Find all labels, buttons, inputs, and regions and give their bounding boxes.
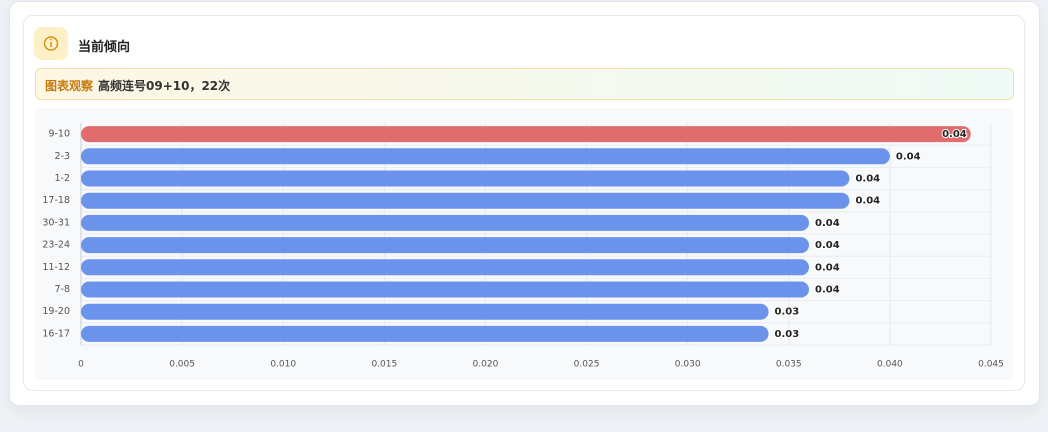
value-label: 0.03 [775, 307, 800, 318]
y-tick-label: 9-10 [48, 129, 70, 140]
y-tick-label: 2-3 [54, 151, 70, 162]
x-tick-label: 0.035 [776, 360, 802, 370]
observation-label: 图表观察 [45, 79, 94, 93]
bar [81, 170, 850, 187]
x-tick-label: 0 [78, 360, 84, 370]
title: 当前倾向 [78, 40, 131, 55]
x-tick-label: 0.025 [574, 360, 600, 370]
bar [81, 148, 890, 165]
y-tick-label: 11-12 [42, 262, 70, 273]
bar [81, 281, 809, 298]
y-tick-label: 23-24 [42, 240, 70, 251]
y-tick-label: 30-31 [42, 217, 70, 228]
value-label: 0.04 [815, 262, 840, 273]
bar [81, 259, 809, 276]
y-tick-label: 16-17 [42, 328, 70, 339]
value-label: 0.04 [942, 129, 967, 140]
value-label: 0.04 [815, 285, 840, 296]
y-tick-label: 1-2 [54, 173, 70, 184]
value-label: 0.04 [855, 174, 880, 185]
bar [81, 237, 809, 254]
value-label: 0.04 [855, 196, 880, 207]
x-tick-label: 0.020 [473, 360, 499, 370]
x-tick-label: 0.030 [675, 360, 701, 370]
info-icon [34, 27, 68, 60]
observation-text: 高频连号09+10，22次 [98, 79, 231, 93]
bar [81, 303, 769, 320]
bar [81, 214, 809, 231]
value-label: 0.04 [815, 240, 840, 251]
bar [81, 325, 769, 342]
value-label: 0.04 [815, 218, 840, 229]
value-label: 0.04 [896, 151, 921, 162]
x-tick-label: 0.045 [978, 360, 1004, 370]
x-tick-label: 0.010 [270, 360, 296, 370]
x-tick-label: 0.040 [877, 360, 903, 370]
bar [81, 192, 850, 209]
observation: 图表观察 高频连号09+10，22次 [35, 68, 1014, 100]
x-tick-label: 0.015 [371, 360, 397, 370]
bar [81, 126, 971, 143]
y-tick-label: 19-20 [42, 306, 70, 317]
icon-graphic [43, 36, 59, 51]
x-tick-label: 0.005 [169, 360, 195, 370]
y-tick-label: 7-8 [54, 284, 70, 295]
value-label: 0.03 [775, 329, 800, 340]
y-tick-label: 17-18 [42, 195, 70, 206]
chart: 0 0.005 0.010 0.015 0.020 0.025 0.030 0.035 0.04… [35, 108, 1013, 380]
